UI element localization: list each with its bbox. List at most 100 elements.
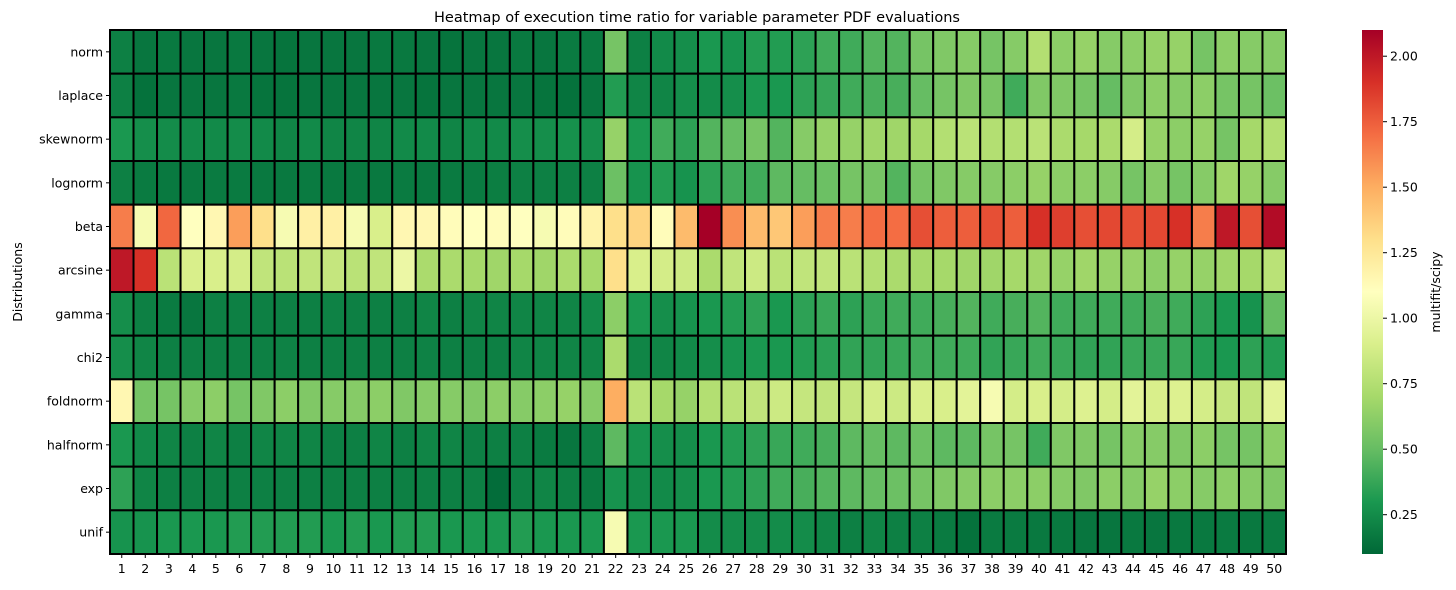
heatmap-cell	[626, 72, 652, 119]
heatmap-cell	[226, 378, 253, 424]
heatmap-cell	[485, 422, 511, 468]
heatmap-cell	[1261, 160, 1287, 206]
heatmap-cell	[908, 247, 935, 293]
heatmap-cell	[367, 72, 394, 119]
heatmap-cell	[932, 509, 958, 555]
x-tick-label: 26	[702, 561, 718, 576]
heatmap-cell	[579, 116, 605, 162]
x-tick-label: 21	[584, 561, 600, 576]
heatmap-cell	[579, 160, 605, 206]
heatmap-cell	[203, 378, 229, 424]
heatmap-cell	[720, 203, 747, 250]
heatmap-cell	[461, 203, 488, 250]
heatmap-cell	[344, 116, 370, 162]
y-tick-label: norm	[70, 44, 103, 59]
heatmap-cell	[203, 422, 229, 468]
heatmap-cell	[320, 203, 347, 250]
heatmap-cell	[344, 160, 370, 206]
heatmap-cell	[673, 203, 699, 250]
heatmap-cell	[297, 465, 323, 512]
chart-title: Heatmap of execution time ratio for vari…	[434, 10, 960, 26]
heatmap-cell	[391, 422, 417, 468]
heatmap-cell	[1120, 160, 1146, 206]
x-tick-label: 37	[961, 561, 977, 576]
colorbar-tick-label: 2.00	[1390, 49, 1418, 64]
heatmap-cell	[767, 334, 794, 381]
heatmap-cell	[1261, 509, 1287, 555]
heatmap-cell	[955, 203, 982, 250]
heatmap-cell	[791, 334, 817, 381]
heatmap-cell	[602, 116, 629, 162]
heatmap-cell	[320, 29, 347, 75]
heatmap-cell	[179, 509, 206, 555]
x-tick-label: 11	[349, 561, 365, 576]
heatmap-cell	[908, 378, 935, 424]
heatmap-cell	[320, 465, 347, 512]
heatmap-cell	[1143, 422, 1170, 468]
heatmap-cell	[532, 247, 558, 293]
heatmap-cell	[1096, 203, 1123, 250]
heatmap-cell	[932, 160, 958, 206]
heatmap-cell	[1026, 247, 1052, 293]
heatmap-cell	[1214, 378, 1240, 424]
heatmap-cell	[485, 247, 511, 293]
heatmap-cell	[1261, 29, 1287, 75]
heatmap-cell	[320, 291, 347, 337]
heatmap-cell	[555, 509, 582, 555]
colorbar-tick-label: 1.00	[1390, 311, 1418, 326]
heatmap-cell	[791, 203, 817, 250]
heatmap-cell	[861, 116, 888, 162]
heatmap-cell	[250, 465, 276, 512]
heatmap-cell	[626, 247, 652, 293]
heatmap-cell	[932, 334, 958, 381]
heatmap-cell	[367, 160, 394, 206]
heatmap-cell	[391, 203, 417, 250]
heatmap-cell	[720, 465, 747, 512]
heatmap-cell	[1073, 116, 1099, 162]
x-tick-label: 43	[1102, 561, 1118, 576]
heatmap-cell	[673, 160, 699, 206]
x-tick-label: 28	[749, 561, 765, 576]
heatmap-cell	[320, 160, 347, 206]
heatmap-cell	[1167, 72, 1193, 119]
heatmap-cell	[1096, 334, 1123, 381]
heatmap-cell	[555, 203, 582, 250]
heatmap-cell	[697, 291, 723, 337]
x-tick-label: 7	[259, 561, 267, 576]
x-tick-label: 9	[306, 561, 314, 576]
heatmap-cell	[297, 29, 323, 75]
x-tick-label: 6	[235, 561, 243, 576]
heatmap-cell	[461, 160, 488, 206]
heatmap-cell	[508, 378, 535, 424]
heatmap-cell	[767, 291, 794, 337]
heatmap-cell	[367, 247, 394, 293]
heatmap-cell	[156, 72, 182, 119]
heatmap-cell	[1190, 116, 1217, 162]
x-tick-label: 46	[1172, 561, 1188, 576]
heatmap-cell	[203, 465, 229, 512]
heatmap-cell	[579, 29, 605, 75]
heatmap-cell	[744, 509, 770, 555]
heatmap-cell	[979, 334, 1005, 381]
heatmap-cell	[602, 160, 629, 206]
x-tick-label: 34	[890, 561, 906, 576]
heatmap-cell	[250, 509, 276, 555]
heatmap-cell	[955, 291, 982, 337]
heatmap-cell	[438, 29, 464, 75]
heatmap-cell	[532, 334, 558, 381]
heatmap-cell	[955, 422, 982, 468]
heatmap-cell	[297, 247, 323, 293]
heatmap-cell	[626, 291, 652, 337]
heatmap-cell	[1002, 247, 1029, 293]
heatmap-cell	[955, 509, 982, 555]
heatmap-cell	[461, 334, 488, 381]
y-tick-label: lognorm	[51, 175, 103, 190]
heatmap-cell	[649, 203, 676, 250]
heatmap-cell	[273, 72, 300, 119]
heatmap-cell	[814, 422, 841, 468]
heatmap-cell	[1237, 378, 1264, 424]
heatmap-cell	[179, 72, 206, 119]
heatmap-cell	[649, 422, 676, 468]
heatmap-cell	[179, 291, 206, 337]
heatmap-cell	[814, 72, 841, 119]
